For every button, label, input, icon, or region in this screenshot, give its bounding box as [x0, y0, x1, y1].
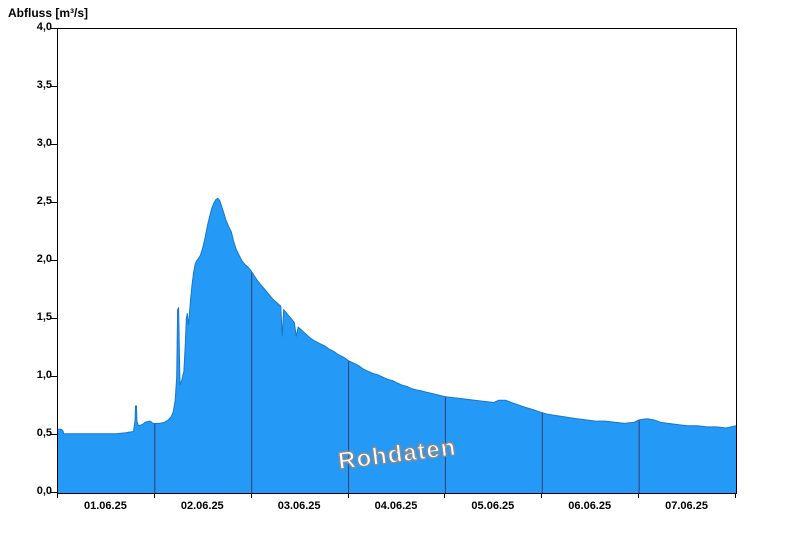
x-tick-label: 02.06.25 [180, 500, 224, 512]
y-tick-label: 2,0 [36, 253, 52, 265]
y-tick-label: 0,5 [36, 427, 52, 439]
x-tick-label: 04.06.25 [374, 500, 418, 512]
x-tick [250, 493, 252, 498]
y-tick [51, 492, 57, 493]
y-tick-label: 2,5 [36, 195, 52, 207]
y-tick [51, 318, 57, 319]
x-tick [541, 493, 543, 498]
x-tick-label: 07.06.25 [665, 500, 708, 512]
x-tick [735, 493, 736, 498]
y-tick-label: 1,5 [36, 311, 52, 323]
y-tick [51, 260, 57, 261]
y-tick [51, 202, 57, 203]
y-tick-label: 1,0 [36, 369, 52, 381]
y-axis-title: Abfluss [m³/s] [8, 6, 89, 20]
y-tick-label: 3,5 [36, 79, 52, 91]
discharge-area [58, 198, 736, 493]
y-tick [51, 376, 57, 377]
x-tick-label: 01.06.25 [84, 500, 127, 512]
x-tick-label: 03.06.25 [277, 500, 321, 512]
y-tick [51, 28, 57, 29]
x-tick [347, 493, 349, 498]
y-tick-label: 4,0 [36, 21, 52, 33]
plot-svg [58, 197, 736, 493]
x-tick-label: 06.06.25 [568, 500, 612, 512]
x-tick [57, 493, 58, 498]
x-tick-label: 05.06.25 [471, 500, 515, 512]
y-tick-label: 0,0 [36, 485, 52, 497]
x-tick [153, 493, 155, 498]
x-tick [444, 493, 446, 498]
x-tick [638, 493, 640, 498]
y-tick [51, 144, 57, 145]
y-tick-label: 3,0 [36, 137, 52, 149]
discharge-line [58, 197, 736, 435]
plot-area: Rohdaten [57, 28, 737, 494]
y-tick [51, 434, 57, 435]
y-tick [51, 86, 57, 87]
